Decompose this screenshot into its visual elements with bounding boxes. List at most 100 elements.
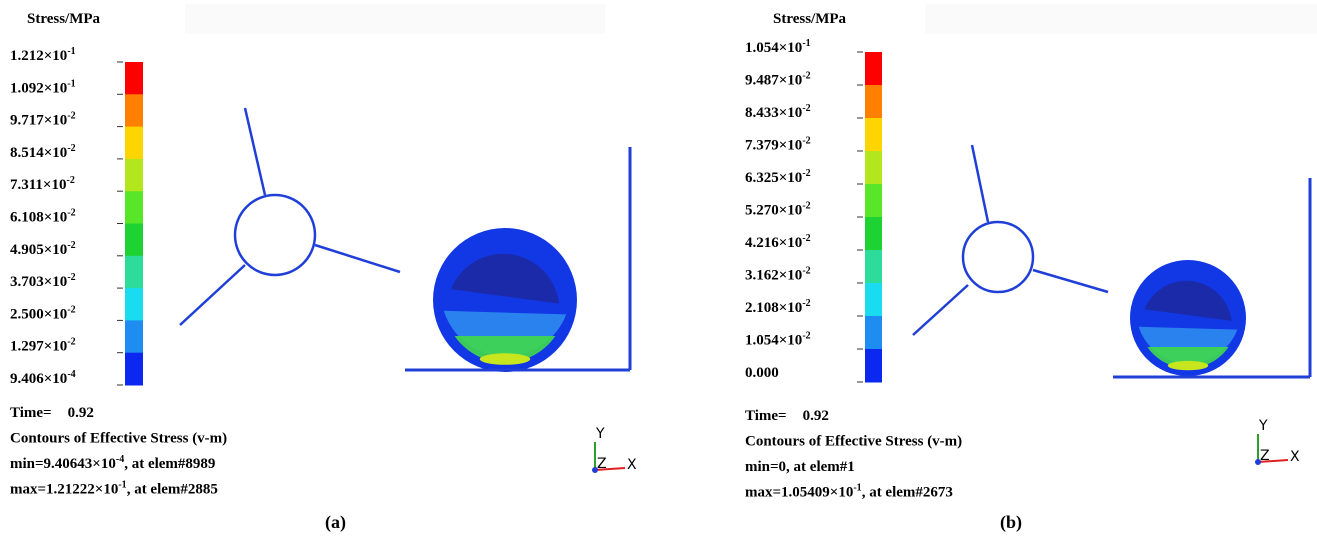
legend-label-part: 1.092×10 xyxy=(10,80,67,96)
blade xyxy=(315,245,400,272)
legend-label-part: 3.162×10 xyxy=(745,268,802,284)
max-line-part: -1 xyxy=(853,483,861,494)
legend-label: 1.297×10-2 xyxy=(10,337,76,355)
panel-label: (a) xyxy=(325,512,346,533)
time-line: Time=0.92 xyxy=(745,408,829,424)
blade xyxy=(1033,270,1108,292)
legend-label-part: -1 xyxy=(802,38,810,49)
ball-stress-yellow xyxy=(480,353,530,365)
color-band xyxy=(125,191,143,224)
legend-label-part: -2 xyxy=(67,272,75,283)
legend-label-part: 0.000 xyxy=(745,365,779,381)
axis-label-z: Z xyxy=(1260,448,1270,464)
color-band xyxy=(125,288,143,321)
legend-label-part: 2.108×10 xyxy=(745,300,802,316)
max-line-part: max=1.05409×10 xyxy=(745,485,853,501)
legend-label-part: -1 xyxy=(67,46,75,57)
legend-label: 0.000 xyxy=(745,365,779,381)
legend-label-part: 5.270×10 xyxy=(745,203,802,219)
legend-label-part: -1 xyxy=(67,78,75,89)
color-band xyxy=(865,118,882,152)
blade xyxy=(972,145,988,222)
legend-label-part: -2 xyxy=(802,201,810,212)
color-band xyxy=(865,349,882,383)
legend-label-part: 3.703×10 xyxy=(10,274,67,290)
legend-label-part: 1.212×10 xyxy=(10,48,67,64)
min-line: min=0, at elem#1 xyxy=(745,459,855,475)
legend-label-part: -2 xyxy=(802,331,810,342)
min-line-part: min=0, at elem#1 xyxy=(745,459,855,475)
color-band xyxy=(125,320,143,353)
color-band xyxy=(865,217,882,251)
legend-label-part: -2 xyxy=(66,175,74,186)
time-line: Time= 0.92 xyxy=(10,405,94,421)
time-label: Time= xyxy=(10,405,52,421)
legend-label-part: -2 xyxy=(802,103,810,114)
legend-label-part: 4.905×10 xyxy=(10,242,67,258)
legend-label: 2.500×10-2 xyxy=(10,304,76,322)
color-band xyxy=(125,62,143,95)
caption: Contours of Effective Stress (v-m) xyxy=(10,431,227,447)
axis-label-z: Z xyxy=(597,456,607,472)
legend-label-part: 8.433×10 xyxy=(745,105,802,121)
color-band xyxy=(125,353,143,386)
figure: Stress/MPa1.212×10-11.092×10-19.717×10-2… xyxy=(0,0,1317,536)
blade xyxy=(913,285,968,335)
color-band xyxy=(865,250,882,284)
legend-label-part: -2 xyxy=(802,71,810,82)
legend-label: 8.433×10-2 xyxy=(745,103,811,121)
legend-label-part: -2 xyxy=(67,111,75,122)
legend-label-part: 1.054×10 xyxy=(745,40,802,56)
min-line-part: -4 xyxy=(116,454,124,465)
color-band xyxy=(125,224,143,257)
legend-label-part: -2 xyxy=(802,168,810,179)
legend-label-part: 9.717×10 xyxy=(10,113,67,129)
header-band xyxy=(185,4,605,34)
legend-label-part: -2 xyxy=(67,304,75,315)
legend-label-part: -2 xyxy=(802,136,810,147)
legend-label-part: -2 xyxy=(67,240,75,251)
axis-label-x: X xyxy=(627,457,637,473)
legend-label-part: 6.108×10 xyxy=(10,210,67,226)
legend-label: 7.311×10-2 xyxy=(10,175,75,193)
max-line-part: , at elem#2673 xyxy=(862,485,953,501)
ball xyxy=(433,228,577,372)
axis-label-y: Y xyxy=(595,426,605,442)
legend-title: Stress/MPa xyxy=(773,11,847,27)
max-line-part: max=1.21222×10 xyxy=(10,482,118,498)
legend-label: 1.092×10-1 xyxy=(10,78,76,96)
color-band xyxy=(865,151,882,185)
legend-label: 4.905×10-2 xyxy=(10,240,76,258)
legend-label-part: 2.500×10 xyxy=(10,306,67,322)
color-band xyxy=(865,184,882,218)
legend-label: 6.325×10-2 xyxy=(745,168,811,186)
legend-label: 6.108×10-2 xyxy=(10,208,76,226)
blade xyxy=(180,265,245,325)
legend-label-part: 7.311×10 xyxy=(10,177,66,193)
max-line-part: -1 xyxy=(118,480,126,491)
time-value: 0.92 xyxy=(68,405,94,421)
color-band xyxy=(865,316,882,350)
legend-label: 5.270×10-2 xyxy=(745,201,811,219)
min-line-part: , at elem#8989 xyxy=(124,456,215,472)
color-band xyxy=(865,85,882,119)
caption: Contours of Effective Stress (v-m) xyxy=(745,434,962,450)
legend-label-part: 7.379×10 xyxy=(745,138,802,154)
color-band xyxy=(125,94,143,127)
hub xyxy=(235,195,315,275)
legend-label-part: -4 xyxy=(67,369,75,380)
legend-label-part: -2 xyxy=(67,143,75,154)
legend-label: 9.717×10-2 xyxy=(10,111,76,129)
legend-label: 9.487×10-2 xyxy=(745,71,811,89)
time-value: 0.92 xyxy=(803,408,829,424)
max-line: max=1.21222×10-1, at elem#2885 xyxy=(10,480,218,498)
legend-label: 3.162×10-2 xyxy=(745,266,811,284)
legend-label: 2.108×10-2 xyxy=(745,298,811,316)
legend-label-part: 8.514×10 xyxy=(10,145,67,161)
legend-label: 1.212×10-1 xyxy=(10,46,76,64)
panel-label: (b) xyxy=(1000,512,1022,533)
legend-label-part: 6.325×10 xyxy=(745,170,802,186)
legend-label: 1.054×10-2 xyxy=(745,331,811,349)
legend-label-part: -2 xyxy=(802,233,810,244)
color-band xyxy=(865,283,882,317)
